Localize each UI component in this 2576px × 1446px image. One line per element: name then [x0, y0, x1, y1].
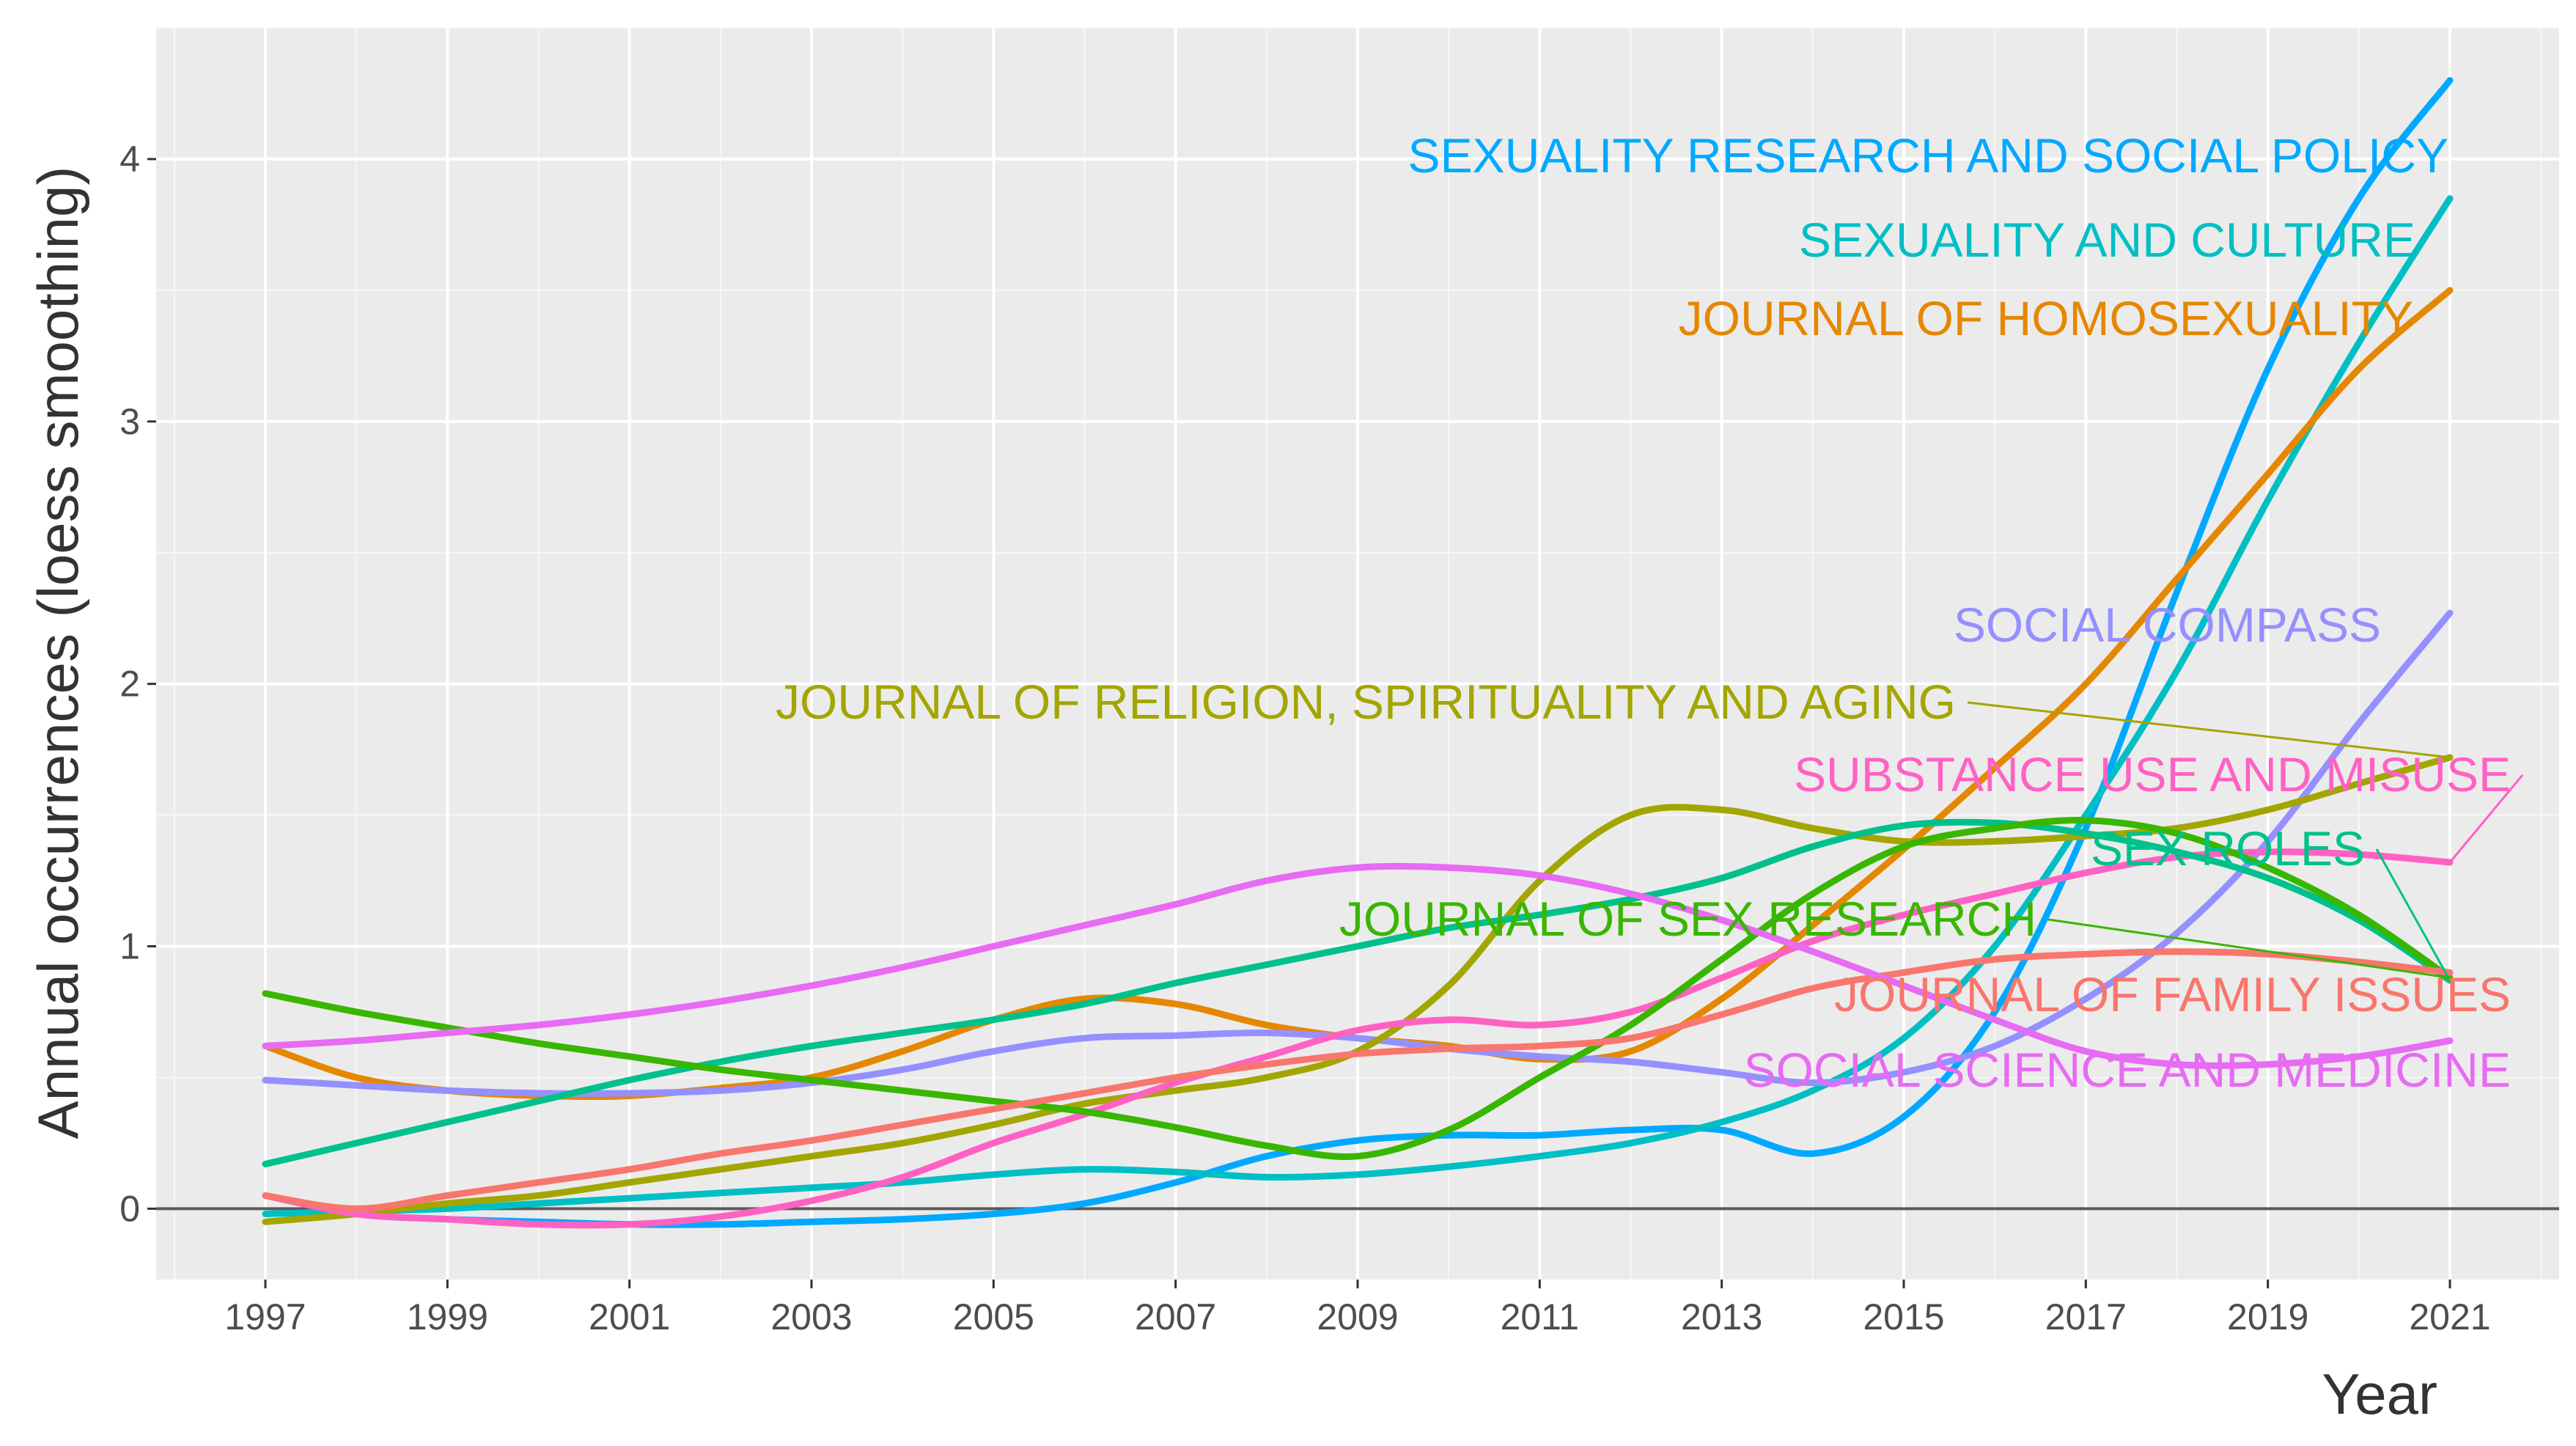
label-leader-line — [2448, 774, 2524, 863]
x-tick-label: 2015 — [1863, 1296, 1944, 1337]
x-tick-label: 2003 — [770, 1296, 852, 1337]
series-label: JOURNAL OF SEX RESEARCH — [1339, 892, 2036, 946]
x-tick-label: 1999 — [407, 1296, 488, 1337]
y-axis: 0 1 2 3 4 — [119, 139, 156, 1229]
x-tick-label: 2009 — [1317, 1296, 1398, 1337]
x-tick-label: 2011 — [1501, 1296, 1580, 1337]
series-label: JOURNAL OF HOMOSEXUALITY — [1679, 291, 2413, 345]
series-line — [262, 862, 2454, 1069]
x-axis: 1997 1999 2001 2003 2005 2007 2009 2011 2013 2015… — [224, 1280, 2491, 1337]
series-label: SEXUALITY RESEARCH AND SOCIAL POLICY — [1408, 128, 2448, 183]
x-axis-title: Year — [2322, 1362, 2437, 1426]
x-tick-label: 2013 — [1681, 1296, 1762, 1337]
series-label: JOURNAL OF RELIGION, SPIRITUALITY AND AG… — [776, 675, 1956, 729]
series-line — [262, 195, 2454, 1217]
y-tick-label: 3 — [119, 401, 140, 442]
label-leaders — [1967, 701, 2524, 981]
y-tick-label: 0 — [119, 1188, 140, 1229]
y-axis-title: Annual occurrences (loess smoothing) — [26, 166, 90, 1139]
label-leader-line — [2047, 918, 2451, 979]
x-tick-label: 2007 — [1135, 1296, 1216, 1337]
label-leader-line — [1967, 701, 2451, 759]
x-tick-label: 2021 — [2409, 1296, 2490, 1337]
series-labels: SEXUALITY RESEARCH AND SOCIAL POLICY SEXU… — [776, 128, 2511, 1097]
series-label: SEX ROLES — [2091, 821, 2365, 876]
series-lines — [262, 77, 2454, 1229]
x-tick-label: 2019 — [2227, 1296, 2308, 1337]
series-line — [262, 948, 2454, 1212]
series-label: SOCIAL SCIENCE AND MEDICINE — [1744, 1043, 2511, 1097]
x-tick-label: 2001 — [589, 1296, 670, 1337]
x-tick-label: 2017 — [2045, 1296, 2127, 1337]
series-line — [262, 817, 2454, 1160]
series-line — [262, 818, 2454, 1167]
label-leader-line — [2375, 848, 2451, 981]
series-label: SEXUALITY AND CULTURE — [1799, 213, 2415, 267]
series-label: SUBSTANCE USE AND MISUSE — [1794, 747, 2511, 801]
series-line — [262, 848, 2454, 1229]
series-label: SOCIAL COMPASS — [1954, 598, 2381, 652]
series-label: JOURNAL OF FAMILY ISSUES — [1834, 967, 2511, 1021]
y-tick-label: 1 — [119, 926, 140, 967]
x-tick-label: 1997 — [224, 1296, 306, 1337]
y-tick-label: 4 — [119, 139, 140, 180]
y-tick-label: 2 — [119, 664, 140, 705]
x-tick-label: 2005 — [953, 1296, 1034, 1337]
